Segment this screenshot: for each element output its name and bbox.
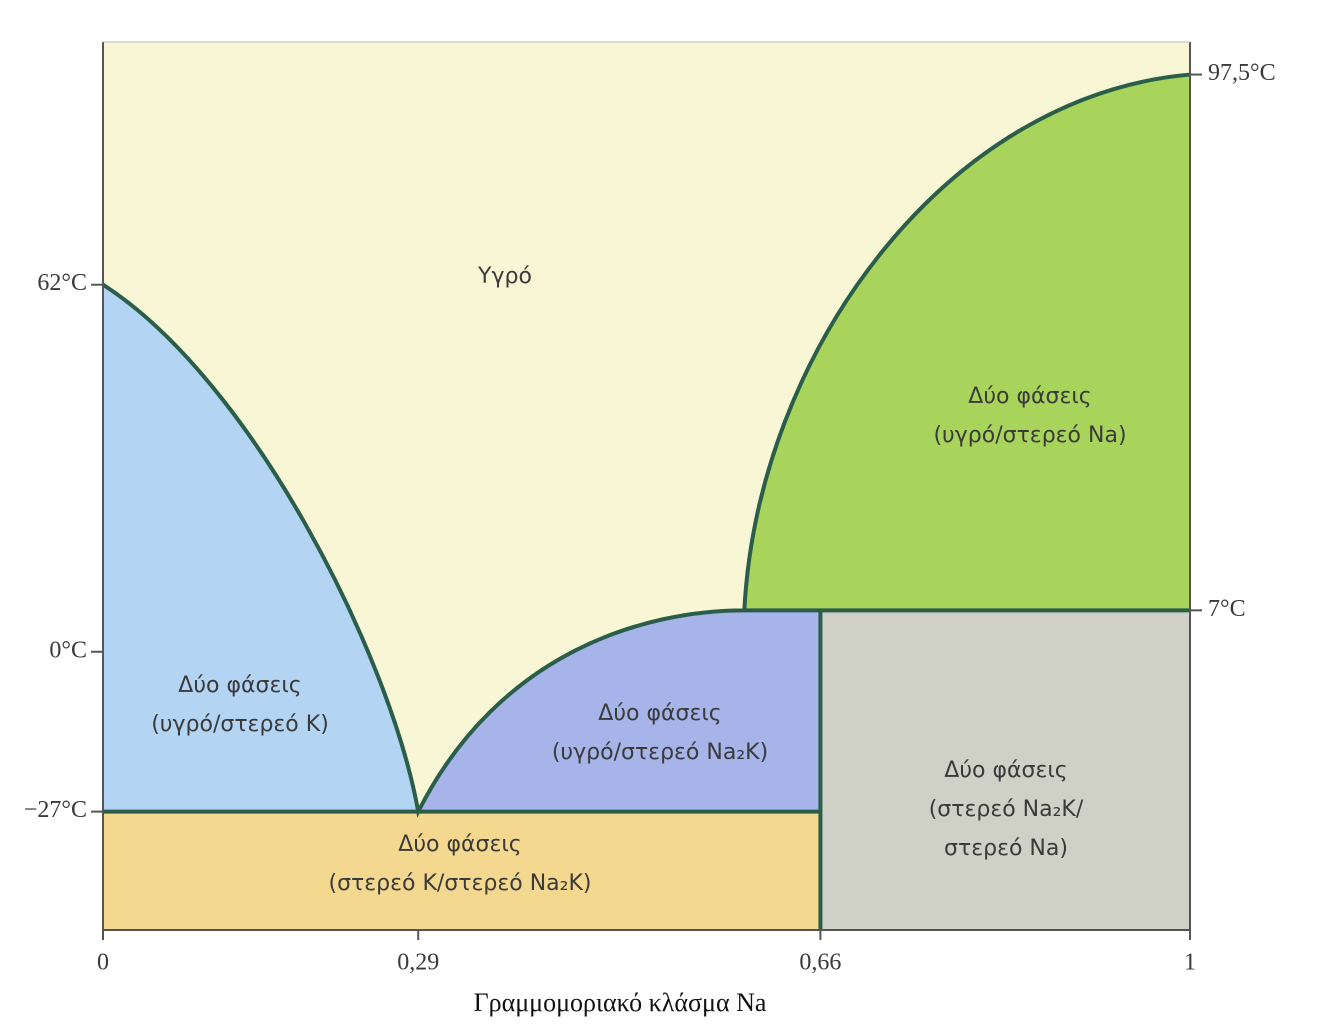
y-tick-label: 0°C xyxy=(49,637,87,663)
x-tick-label: 0 xyxy=(97,950,109,976)
phase-region xyxy=(820,610,1190,930)
phase-region xyxy=(418,610,821,812)
region-label: (υγρό/στερεό Na₂K) xyxy=(552,740,768,765)
x-axis-label: Γραμμομοριακό κλάσμα Na xyxy=(474,988,767,1017)
phase-region xyxy=(103,811,821,930)
x-tick-label: 0,66 xyxy=(799,950,841,976)
phase-region xyxy=(744,74,1190,611)
region-label: Υγρό xyxy=(477,264,532,289)
region-label: (υγρό/στερεό K) xyxy=(151,712,329,737)
liquidus-curve xyxy=(101,72,1191,818)
region-label: (υγρό/στερεό Na) xyxy=(933,423,1126,448)
y-tick-label: 62°C xyxy=(37,270,87,296)
x-tick-label: 1 xyxy=(1184,950,1196,976)
region-label: Δύο φάσεις xyxy=(598,701,721,726)
axis-frame xyxy=(102,42,1191,931)
region-label: Δύο φάσεις xyxy=(968,384,1091,409)
region-label: στερεό Na) xyxy=(944,836,1068,861)
region-label: Δύο φάσεις xyxy=(944,758,1067,783)
y2-tick-label: 7°C xyxy=(1208,596,1246,622)
x-tick-label: 0,29 xyxy=(397,950,439,976)
region-label: Δύο φάσεις xyxy=(178,673,301,698)
y2-tick-label: 97,5°C xyxy=(1208,60,1276,86)
region-label: (στερεό K/στερεό Na₂K) xyxy=(329,871,592,896)
region-label: (στερεό Na₂K/ xyxy=(929,797,1084,822)
phase-region xyxy=(103,284,419,812)
region-label: Δύο φάσεις xyxy=(398,832,521,857)
y-tick-label: −27°C xyxy=(24,797,87,823)
